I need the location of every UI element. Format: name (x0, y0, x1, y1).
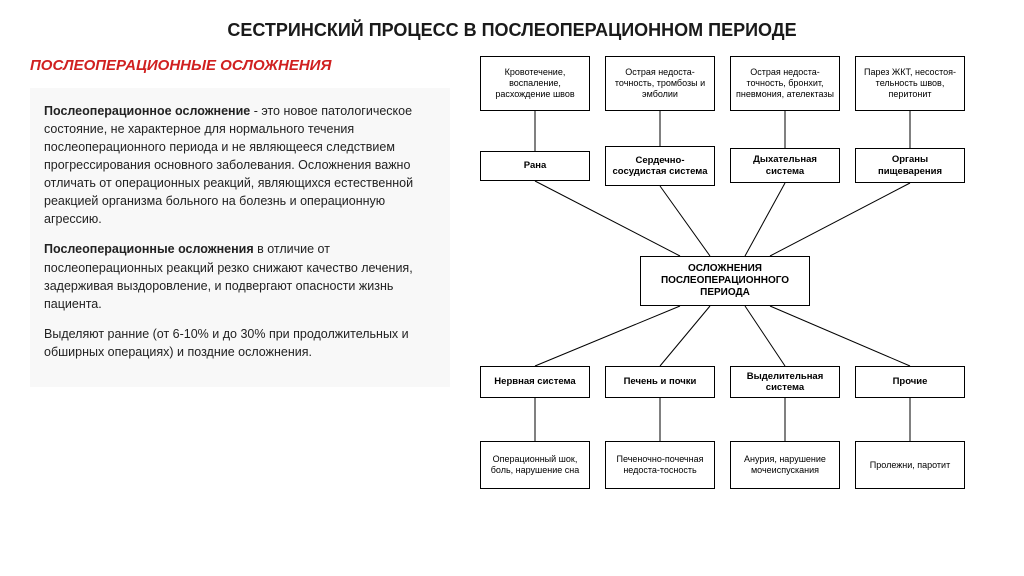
top-category-2: Дыхательная система (730, 148, 840, 183)
bot-category-1: Печень и почки (605, 366, 715, 398)
top-category-0: Рана (480, 151, 590, 181)
paragraph-2: Послеоперационные осложнения в отличие о… (44, 240, 436, 313)
top-detail-0: Кровотечение, воспаление, расхождение шв… (480, 56, 590, 111)
top-detail-3: Парез ЖКТ, несостоя-тельность швов, пери… (855, 56, 965, 111)
bot-category-3: Прочие (855, 366, 965, 398)
top-detail-2: Острая недоста-точность, бронхит, пневмо… (730, 56, 840, 111)
subtitle: ПОСЛЕОПЕРАЦИОННЫЕ ОСЛОЖНЕНИЯ (30, 56, 450, 76)
page-title: СЕСТРИНСКИЙ ПРОЦЕСС В ПОСЛЕОПЕРАЦИОННОМ … (0, 0, 1024, 56)
top-category-1: Сердечно-сосудистая система (605, 146, 715, 186)
top-category-3: Органы пищеварения (855, 148, 965, 183)
text-block: Послеоперационное осложнение - это новое… (30, 88, 450, 388)
bot-detail-1: Печеночно-почечная недоста-тосность (605, 441, 715, 489)
bot-detail-2: Анурия, нарушение мочеиспускания (730, 441, 840, 489)
p1-rest: - это новое патологическое состояние, не… (44, 104, 413, 227)
top-detail-1: Острая недоста-точность, тромбозы и эмбо… (605, 56, 715, 111)
paragraph-3: Выделяют ранние (от 6-10% и до 30% при п… (44, 325, 436, 361)
content-area: ПОСЛЕОПЕРАЦИОННЫЕ ОСЛОЖНЕНИЯ Послеоперац… (0, 56, 1024, 526)
paragraph-1: Послеоперационное осложнение - это новое… (44, 102, 436, 229)
center-node: ОСЛОЖНЕНИЯ ПОСЛЕОПЕРАЦИОННОГО ПЕРИОДА (640, 256, 810, 306)
bot-category-2: Выделительная система (730, 366, 840, 398)
p1-bold: Послеоперационное осложнение (44, 104, 250, 118)
left-column: ПОСЛЕОПЕРАЦИОННЫЕ ОСЛОЖНЕНИЯ Послеоперац… (30, 56, 450, 526)
diagram-area: Кровотечение, воспаление, расхождение шв… (470, 56, 994, 526)
bot-detail-0: Операционный шок, боль, нарушение сна (480, 441, 590, 489)
p2-bold: Послеоперационные осложнения (44, 242, 254, 256)
bot-detail-3: Пролежни, паротит (855, 441, 965, 489)
bot-category-0: Нервная система (480, 366, 590, 398)
